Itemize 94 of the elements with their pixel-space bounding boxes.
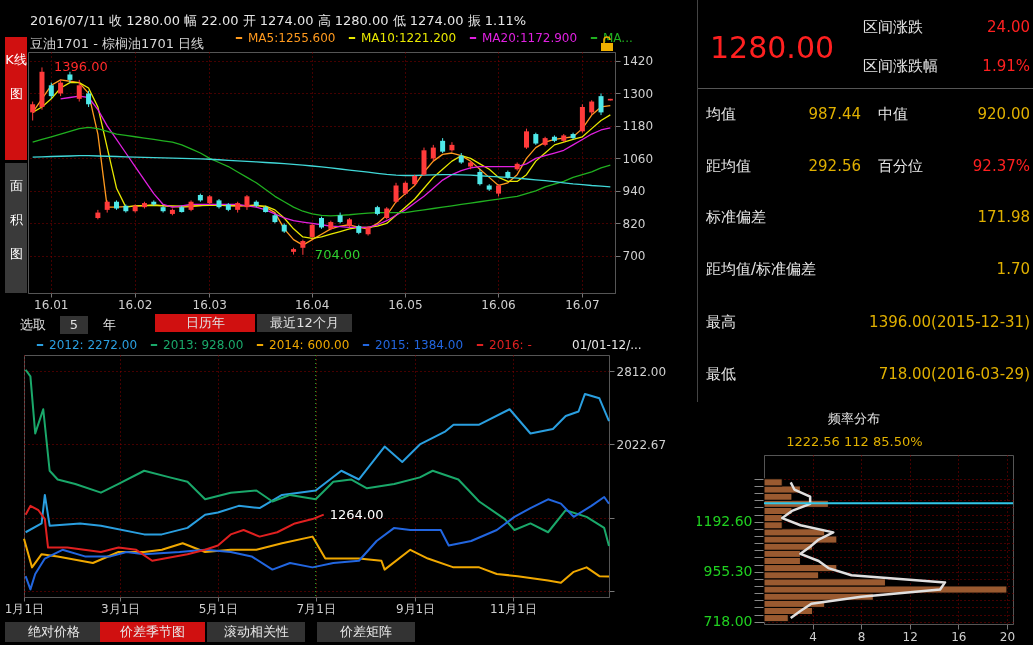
text: 987.44 — [808, 105, 861, 123]
x-tick-label: 16.05 — [388, 297, 423, 312]
text: 距均值 — [706, 157, 751, 176]
text: 最高 — [706, 313, 736, 332]
y-tick-label: 1192.60 — [694, 513, 753, 530]
text: 1396.00(2015-12-31) — [869, 313, 1030, 331]
line-series — [24, 496, 610, 591]
text: 92.37% — [972, 157, 1030, 175]
candlestick — [76, 79, 82, 103]
text: 价差矩阵 — [317, 622, 415, 642]
legend-label: MA5:1255.600 — [248, 31, 336, 45]
legend-label: MA... — [603, 31, 633, 45]
text: 最近12个月 — [257, 314, 352, 332]
text: 滚动相关性 — [207, 622, 305, 642]
annotation: 1264.00 — [329, 506, 384, 522]
chart-title: 2016/07/11 收 1280.00 幅 22.00 开 1274.00 高 1280.00 低 1274.00 振 1.11% — [30, 12, 527, 30]
line-series — [23, 535, 610, 584]
text: 区间涨跌 — [863, 18, 923, 37]
candlestick — [30, 101, 36, 122]
text: 01/01-12/... — [572, 338, 642, 352]
annotation: 1396.00 — [53, 59, 108, 75]
chart-subtitle: 豆油1701 - 棕榈油1701 日线 — [30, 35, 205, 53]
x-tick-label: 11月1日 — [489, 601, 537, 616]
y-tick-label: 1420 — [622, 54, 654, 69]
x-tick-label: 16 — [951, 629, 967, 644]
x-tick-label: 16.06 — [481, 297, 516, 312]
text: 距均值/标准偏差 — [706, 260, 817, 279]
x-tick-label: 16.07 — [565, 297, 600, 312]
y-tick-label: 1060 — [622, 151, 654, 166]
legend-label: 2014: 600.00 — [269, 338, 350, 352]
y-tick-label: 1300 — [622, 86, 654, 101]
x-tick-label: 20 — [999, 629, 1016, 644]
x-tick-label: 8 — [857, 629, 866, 644]
legend-label: 2015: 1384.00 — [375, 338, 464, 352]
text: 920.00 — [977, 105, 1030, 123]
y-tick-label: 718.00 — [703, 613, 753, 630]
text: 最低 — [706, 365, 736, 384]
text: 1280.00 — [710, 30, 835, 65]
y-tick-label: 2812.00 — [616, 364, 667, 379]
text: K线图 — [5, 52, 27, 101]
chart-title: 频率分布 — [828, 411, 881, 426]
y-tick-label: 1180 — [622, 119, 654, 134]
legend-label: 2016: - — [489, 338, 532, 352]
text: 5 — [60, 316, 88, 334]
text: 日历年 — [155, 314, 255, 332]
candlestick — [67, 71, 73, 84]
line-series — [32, 126, 611, 217]
legend-label: 2012: 2272.00 — [49, 338, 138, 352]
text: 年 — [103, 316, 116, 334]
x-tick-label: 12 — [902, 629, 918, 644]
candlestick — [523, 128, 529, 150]
text: 718.00(2016-03-29) — [878, 365, 1030, 383]
text: 绝对价格 — [5, 622, 103, 642]
text: 价差季节图 — [100, 622, 205, 642]
text: 标准偏差 — [706, 208, 766, 227]
x-tick-label: 16.03 — [192, 297, 227, 312]
x-tick-label: 16.02 — [117, 297, 153, 312]
x-tick-label: 7月1日 — [296, 601, 336, 616]
x-tick-label: 4 — [809, 629, 817, 644]
text: 1.91% — [982, 57, 1030, 75]
text: 中值 — [878, 105, 908, 124]
x-tick-label: 9月1日 — [395, 601, 436, 616]
y-tick-label: 700 — [622, 249, 646, 264]
candlestick — [598, 92, 604, 116]
text: 24.00 — [987, 18, 1030, 36]
chart-subtitle: 1222.56 112 85.50% — [786, 434, 923, 449]
text: 1.70 — [996, 260, 1030, 278]
line-series — [24, 504, 325, 562]
y-tick-label: 2022.67 — [616, 437, 667, 452]
annotation: 704.00 — [314, 246, 361, 262]
legend-label: MA20:1172.900 — [482, 31, 578, 45]
candlestick — [449, 141, 455, 153]
text: 百分位 — [878, 157, 923, 176]
legend-label: MA10:1221.200 — [361, 31, 457, 45]
text: 171.98 — [977, 208, 1030, 226]
text: 均值 — [706, 105, 736, 124]
candlestick — [300, 239, 306, 256]
y-tick-label: 820 — [622, 216, 646, 231]
x-tick-label: 5月1日 — [198, 601, 239, 616]
line-series — [24, 368, 610, 548]
x-tick-label: 16.04 — [295, 297, 330, 312]
text: 区间涨跌幅 — [863, 57, 938, 76]
x-tick-label: 3月1日 — [101, 601, 141, 616]
y-tick-label: 955.30 — [703, 563, 753, 580]
x-tick-label: 16.01 — [34, 297, 69, 312]
line-series — [24, 392, 610, 536]
legend-label: 2013: 928.00 — [163, 338, 244, 352]
x-tick-label: 1月1日 — [4, 601, 45, 616]
candlestick — [393, 182, 399, 204]
line-series — [32, 155, 611, 188]
text: 292.56 — [808, 157, 861, 175]
text: 选取 — [20, 316, 46, 334]
y-tick-label: 940 — [622, 184, 646, 199]
text: 面积图 — [9, 178, 23, 261]
